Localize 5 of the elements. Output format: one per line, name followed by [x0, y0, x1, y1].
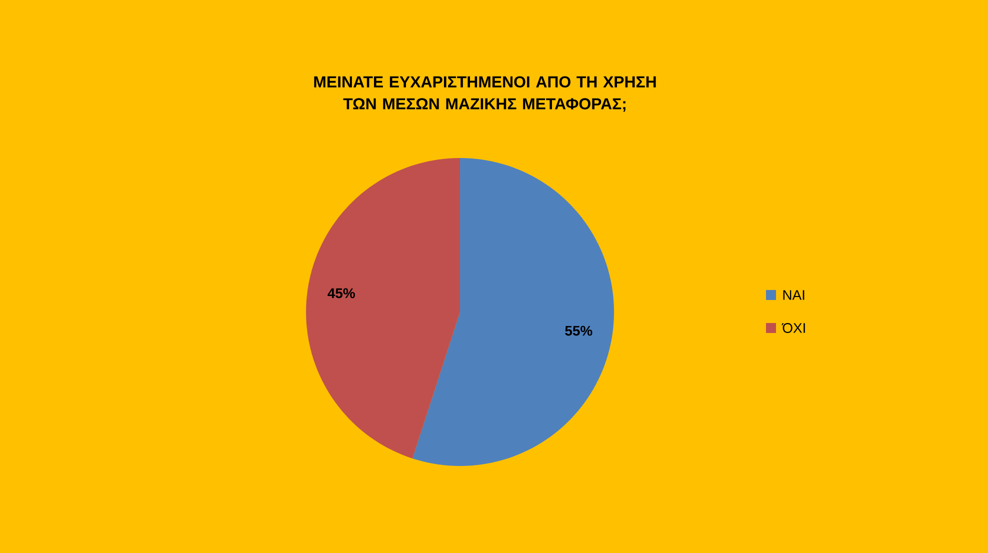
data-label: 55%	[565, 326, 592, 336]
legend-label: ΌΧΙ	[782, 323, 805, 333]
chart-title: ΜΕΙΝΑΤΕ ΕΥΧΑΡΙΣΤΗΜΕΝΟΙ ΑΠΟ ΤΗ ΧΡΗΣΗ ΤΩΝ ΜΕΣΩΝ ΜΑΖΙΚΗΣ ΜΕΤΑΦΟΡΑΣ;	[314, 76, 656, 112]
legend-label: ΝΑΙ	[783, 290, 804, 300]
data-label: 45%	[328, 288, 355, 298]
